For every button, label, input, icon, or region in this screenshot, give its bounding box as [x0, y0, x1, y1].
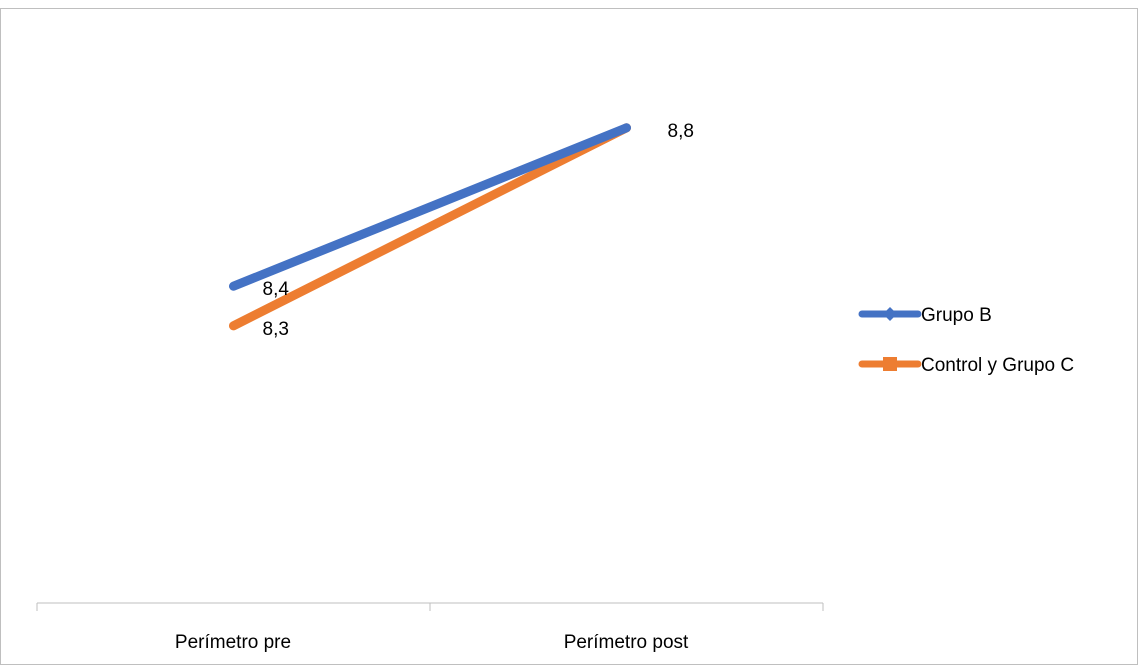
x-tick-label-pre: Perímetro pre	[175, 632, 291, 653]
legend-diamond-marker-icon	[883, 307, 897, 321]
legend-label-control-grupo-c: Control y Grupo C	[921, 355, 1074, 376]
data-label: 8,3	[263, 319, 289, 340]
chart-border	[0, 8, 1138, 665]
legend-entry-control-grupo-c: Control y Grupo C	[858, 355, 1074, 376]
x-axis: Perímetro pre Perímetro post	[36, 602, 824, 653]
legend-entry-grupo-b: Grupo B	[858, 305, 992, 326]
legend-square-marker-icon	[883, 357, 897, 371]
series-layer	[229, 123, 631, 331]
series-line-grupo-b	[229, 123, 631, 291]
legend-label-grupo-b: Grupo B	[921, 305, 992, 326]
series-line-control-grupo-c	[229, 123, 631, 331]
data-label: 8,4	[263, 279, 290, 300]
x-tick-label-post: Perímetro post	[564, 632, 689, 653]
data-labels: 8,4 8,8 8,3	[263, 121, 694, 340]
data-label: 8,8	[668, 121, 694, 142]
legend: Grupo B Control y Grupo C	[858, 305, 1074, 376]
